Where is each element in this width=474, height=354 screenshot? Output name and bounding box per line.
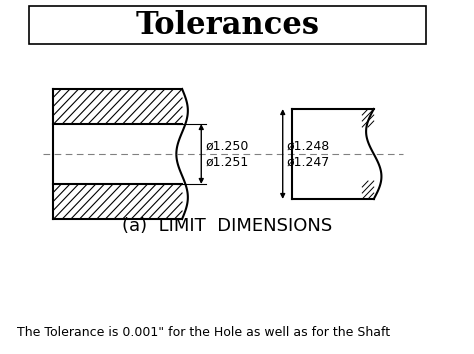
Text: ø1.247: ø1.247 xyxy=(287,155,330,169)
Text: ø1.250: ø1.250 xyxy=(205,139,248,153)
Text: ø1.248: ø1.248 xyxy=(287,139,330,153)
Text: ø1.251: ø1.251 xyxy=(205,155,248,169)
Text: Tolerances: Tolerances xyxy=(135,10,319,40)
Text: The Tolerance is 0.001" for the Hole as well as for the Shaft: The Tolerance is 0.001" for the Hole as … xyxy=(17,325,391,338)
Bar xyxy=(29,6,426,44)
Text: (a)  LIMIT  DIMENSIONS: (a) LIMIT DIMENSIONS xyxy=(122,217,332,235)
